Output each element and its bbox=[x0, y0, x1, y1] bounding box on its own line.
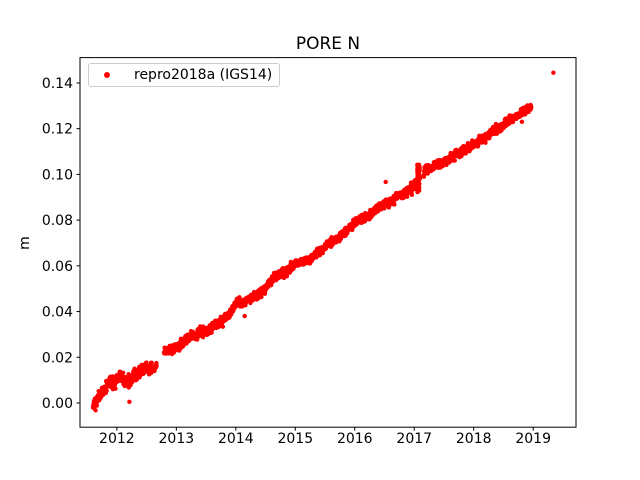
chart-title: PORE N bbox=[295, 34, 361, 54]
x-tick-label: 2018 bbox=[456, 431, 492, 447]
outlier-point bbox=[519, 119, 525, 125]
data-point bbox=[220, 324, 225, 329]
x-tick-label: 2019 bbox=[515, 431, 551, 447]
y-tick-label: 0.08 bbox=[42, 213, 73, 229]
legend: repro2018a (IGS14) bbox=[88, 63, 280, 87]
data-point bbox=[476, 143, 481, 148]
y-tick-label: 0.12 bbox=[42, 122, 73, 138]
outlier-point bbox=[551, 70, 556, 75]
x-tick-label: 2012 bbox=[99, 431, 135, 447]
cluster-point bbox=[415, 181, 420, 186]
cluster-point bbox=[416, 164, 421, 169]
y-tick-label: 0.02 bbox=[42, 350, 73, 366]
data-point bbox=[529, 105, 534, 110]
y-tick-label: 0.04 bbox=[42, 305, 73, 321]
data-point bbox=[149, 360, 154, 365]
data-point bbox=[93, 408, 98, 413]
y-tick-label: 0.00 bbox=[42, 396, 73, 412]
data-point bbox=[483, 140, 488, 145]
data-point bbox=[120, 370, 126, 375]
outlier-point bbox=[242, 313, 247, 319]
axes-frame bbox=[79, 57, 577, 428]
data-point bbox=[144, 360, 149, 365]
cluster-point bbox=[416, 170, 422, 175]
outlier-point bbox=[383, 179, 388, 185]
data-point bbox=[94, 403, 100, 408]
x-tick-label: 2015 bbox=[277, 431, 313, 447]
data-point bbox=[386, 205, 392, 210]
y-tick-label: 0.06 bbox=[42, 259, 73, 275]
data-point bbox=[405, 194, 410, 199]
outlier-point bbox=[127, 399, 132, 404]
data-point bbox=[113, 386, 118, 391]
data-points bbox=[90, 70, 556, 413]
x-tick-label: 2016 bbox=[337, 431, 373, 447]
legend-label: repro2018a (IGS14) bbox=[134, 67, 273, 83]
cluster-point bbox=[415, 174, 420, 179]
data-point bbox=[104, 388, 109, 393]
x-tick-label: 2014 bbox=[218, 431, 254, 447]
x-tick-label: 2013 bbox=[159, 431, 195, 447]
y-tick-label: 0.14 bbox=[42, 76, 73, 92]
data-point bbox=[409, 192, 415, 197]
data-point bbox=[154, 363, 159, 368]
legend-marker-dot bbox=[104, 72, 110, 78]
data-point bbox=[392, 202, 397, 207]
x-tick-label: 2017 bbox=[396, 431, 432, 447]
cluster-point bbox=[415, 187, 420, 192]
y-tick-label: 0.10 bbox=[42, 167, 73, 183]
data-point bbox=[452, 158, 457, 163]
